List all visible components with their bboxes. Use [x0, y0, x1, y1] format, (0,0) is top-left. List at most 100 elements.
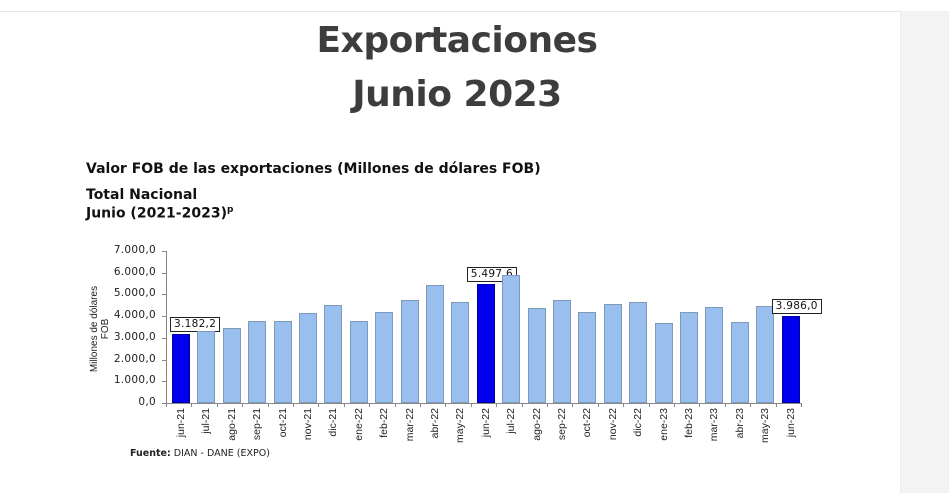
data-label-jun-21: 3.182,2: [170, 316, 221, 332]
bar-jun-21: [172, 333, 190, 403]
x-tick-label: abr-23: [733, 408, 746, 439]
x-tick-mark: [267, 403, 269, 407]
x-axis: [166, 403, 802, 404]
page-title: Exportaciones: [316, 20, 598, 61]
y-axis: [166, 251, 167, 403]
bar-sep-21: [248, 320, 267, 403]
x-tick-label: ene-23: [657, 408, 670, 441]
bar-feb-23: [680, 311, 698, 403]
chart-period: Junio (2021-2023)p: [86, 205, 233, 222]
x-tick-label: mar-23: [708, 408, 721, 442]
bar-mar-23: [705, 307, 724, 403]
x-tick-mark: [801, 403, 802, 407]
bar-oct-22: [578, 311, 597, 403]
x-tick-mark: [496, 403, 498, 407]
bar-ago-22: [527, 307, 546, 403]
x-tick-mark: [420, 403, 421, 407]
y-tick-mark: [162, 272, 167, 274]
x-tick-mark: [470, 403, 472, 407]
provisional-mark: p: [226, 205, 234, 215]
x-tick-mark: [674, 403, 675, 407]
y-tick-mark: [162, 316, 167, 318]
x-tick-mark: [166, 403, 167, 407]
x-tick-mark: [547, 403, 548, 407]
bar-may-23: [756, 305, 775, 403]
x-tick-mark: [318, 403, 320, 407]
chart-scope: Total Nacional: [86, 187, 198, 203]
y-tick-label: 5.000,0: [113, 287, 156, 300]
bar-dic-22: [629, 302, 648, 403]
data-label-jun-23: 3.986,0: [771, 299, 822, 315]
y-tick-mark: [162, 381, 167, 383]
y-tick-label: 6.000,0: [113, 265, 156, 278]
y-tick-mark: [162, 251, 167, 252]
x-tick-mark: [394, 403, 396, 407]
x-tick-mark: [521, 403, 523, 407]
x-tick-mark: [648, 403, 650, 407]
x-tick-label: nov-21: [302, 408, 314, 441]
x-tick-mark: [724, 403, 726, 407]
bar-sep-22: [553, 299, 571, 403]
bar-abr-23: [730, 322, 749, 403]
x-tick-mark: [597, 403, 599, 407]
chart-period-text: Junio (2021-2023): [86, 205, 227, 222]
x-tick-mark: [750, 403, 752, 407]
x-tick-mark: [242, 403, 244, 407]
y-tick-label: 3.000,0: [113, 330, 156, 343]
bar-oct-21: [273, 320, 292, 403]
x-tick-label: ene-22: [352, 408, 365, 441]
bar-jul-21: [197, 331, 216, 403]
source-text: DIAN - DANE (EXPO): [170, 448, 270, 459]
bar-feb-22: [375, 311, 394, 403]
bar-may-22: [451, 302, 470, 403]
y-tick-mark: [162, 337, 167, 339]
x-tick-label: feb-23: [683, 408, 695, 438]
y-tick-label: 7.000,0: [113, 244, 156, 256]
x-tick-label: jun-22: [479, 408, 492, 438]
y-tick-label: 1.000,0: [113, 374, 156, 387]
bar-ago-21: [222, 328, 241, 403]
bar-abr-22: [426, 284, 444, 403]
x-tick-mark: [699, 403, 701, 407]
x-tick-label: may-23: [759, 408, 772, 444]
x-tick-label: jun-21: [175, 408, 187, 438]
y-tick-label: 4.000,0: [113, 309, 156, 322]
bar-mar-22: [400, 299, 419, 403]
bar-dic-21: [324, 305, 343, 403]
y-tick-mark: [162, 294, 167, 296]
x-tick-mark: [191, 403, 193, 407]
x-tick-mark: [572, 403, 574, 407]
y-tick-mark: [162, 359, 167, 361]
x-tick-mark: [775, 403, 777, 407]
x-tick-label: nov-22: [606, 408, 619, 441]
x-tick-label: may-22: [454, 408, 467, 444]
bar-ene-22: [349, 320, 368, 403]
page-subtitle-date: Junio 2023: [352, 74, 562, 115]
x-tick-mark: [623, 403, 625, 407]
x-tick-label: oct-22: [581, 408, 594, 438]
x-tick-label: ago-22: [530, 408, 543, 441]
bar-jun-23: [781, 316, 800, 403]
side-panel: [900, 11, 949, 493]
x-tick-label: abr-22: [429, 408, 441, 439]
x-tick-label: jun-23: [784, 408, 797, 438]
x-tick-label: sep-22: [556, 408, 568, 441]
x-tick-label: dic-21: [327, 408, 340, 437]
y-tick-mark: [162, 403, 167, 404]
bar-nov-21: [299, 313, 317, 403]
x-tick-mark: [293, 403, 294, 407]
x-tick-label: mar-22: [403, 408, 416, 442]
bar-nov-22: [603, 303, 622, 403]
x-tick-label: jul-21: [200, 408, 213, 434]
bar-jun-22: [476, 283, 495, 403]
x-tick-mark: [343, 403, 345, 407]
x-tick-label: sep-21: [251, 408, 264, 441]
x-tick-label: jul-22: [505, 408, 518, 434]
chart-title: Valor FOB de las exportaciones (Millones…: [86, 161, 541, 177]
x-tick-label: dic-22: [632, 408, 645, 437]
y-tick-label: 0,0: [138, 396, 156, 408]
x-tick-label: feb-22: [378, 408, 391, 438]
x-tick-label: oct-21: [276, 408, 289, 438]
source-label: Fuente:: [130, 448, 171, 459]
x-tick-mark: [216, 403, 218, 407]
